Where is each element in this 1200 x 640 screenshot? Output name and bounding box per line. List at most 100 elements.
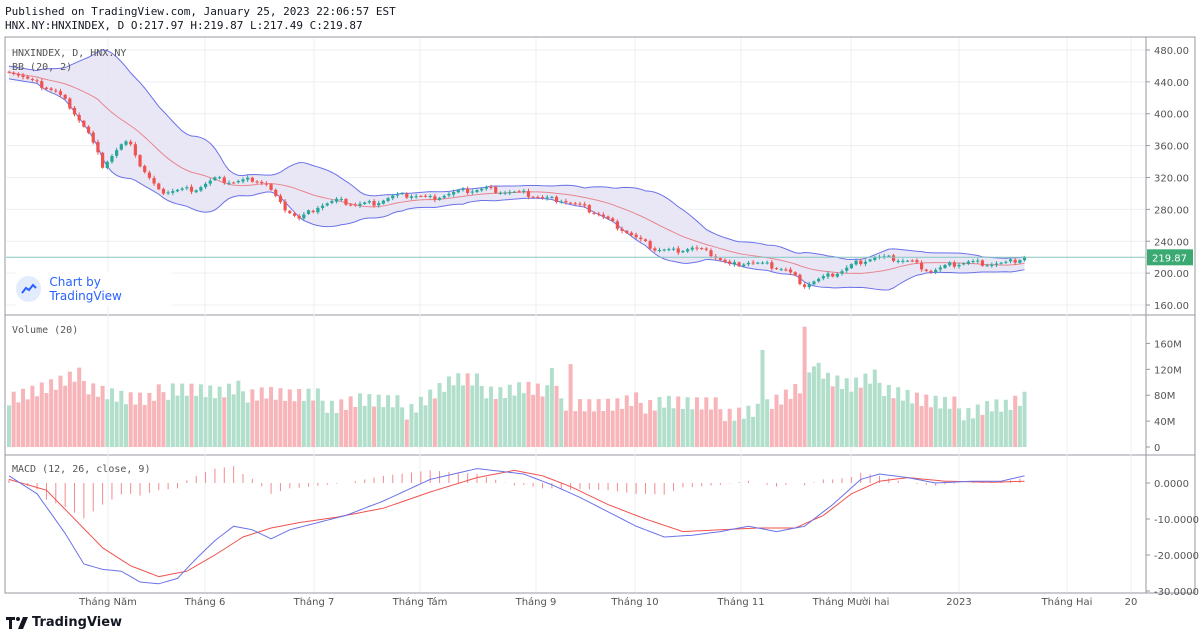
volume-bar [769,409,774,447]
candle-body [16,74,20,76]
candle-body [77,114,81,121]
volume-bar [325,412,330,447]
volume-bar [844,378,849,447]
candle-body [732,262,736,265]
volume-bar [835,375,840,447]
volume-bar [119,390,124,447]
candle-body [690,247,694,250]
candle-body [1008,259,1013,262]
candle-body [826,273,830,277]
price-pane-title: HNXINDEX, D, HNX.NY [12,48,126,59]
volume-bar [273,399,278,447]
candle-body [845,267,849,271]
volume-bar [208,385,213,447]
volume-bar [896,387,901,447]
volume-tick-label: 160M [1154,339,1182,350]
candle-body [779,269,783,271]
volume-bar [91,383,96,447]
bollinger-band-fill [9,49,1025,290]
bollinger-basis-line [8,72,1025,274]
volume-bar [395,395,400,447]
volume-bar [957,408,962,447]
volume-bar [95,396,100,447]
volume-bar [877,382,882,447]
candle-body [756,262,760,264]
candle-body [381,200,385,204]
candle-body [363,202,367,204]
candle-body [990,264,994,266]
volume-bar [297,388,302,447]
candle-body [550,196,554,198]
volume-bar [868,383,873,447]
volume-bar [156,384,161,447]
bollinger-lower-line [8,78,1025,291]
candle-body [512,191,517,193]
volume-bar [517,382,522,447]
candle-body [101,152,105,168]
candle-body [746,262,751,265]
volume-bar [989,411,994,447]
watermark-text: Chart by TradingView [49,275,122,303]
volume-tick-label: 0 [1154,443,1160,454]
candle-body [260,181,264,184]
volume-bar [886,384,891,447]
volume-bar [53,389,58,447]
volume-bar [194,395,199,447]
x-axis-label: Tháng 10 [610,596,658,608]
candle-body [391,195,395,199]
candle-body [218,177,222,179]
candle-body [466,188,470,193]
candle-body [962,263,966,265]
volume-bar [999,411,1004,447]
candle-body [545,197,549,199]
volume-bar [723,421,728,447]
candle-body [30,79,34,81]
tradingview-logo[interactable]: TradingView [6,615,122,630]
candle-body [770,262,774,269]
volume-bar [11,391,16,447]
volume-bar [573,411,578,447]
volume-bar [872,369,877,447]
volume-bar [554,385,559,447]
volume-bar [278,388,283,447]
volume-bar [615,398,620,447]
volume-bar [680,408,685,447]
candle-body [994,263,999,265]
volume-bar [966,408,971,447]
candle-body [915,260,919,263]
tradingview-watermark[interactable]: Chart by TradingView [14,272,174,306]
candle-body [709,250,713,257]
x-axis-label: Tháng 9 [515,596,557,608]
volume-bar [924,394,929,447]
candle-body [161,188,166,194]
candle-body [119,144,123,150]
candle-body [625,230,629,233]
candle-body [985,265,989,267]
volume-bar [811,366,816,447]
volume-bar [428,389,433,447]
candle-body [302,214,306,219]
candle-body [288,210,292,214]
volume-bar [975,404,980,447]
candle-body [433,196,437,200]
candle-body [189,186,194,192]
volume-bar [100,385,105,447]
candle-body [222,177,226,183]
volume-bar [854,377,859,447]
candle-body [255,181,259,183]
volume-bar [919,406,924,447]
volume-bar [348,396,353,447]
candle-body [840,271,844,274]
volume-bar [718,409,723,447]
volume-bar [676,396,681,447]
candle-body [765,262,769,264]
candle-body [601,214,605,217]
volume-bar [1022,391,1027,447]
volume-bar [315,388,320,447]
volume-bar [521,393,526,447]
price-tick-label: 480.00 [1154,46,1189,57]
volume-bar [765,399,770,447]
volume-bar [849,391,854,447]
candle-body [269,184,273,190]
